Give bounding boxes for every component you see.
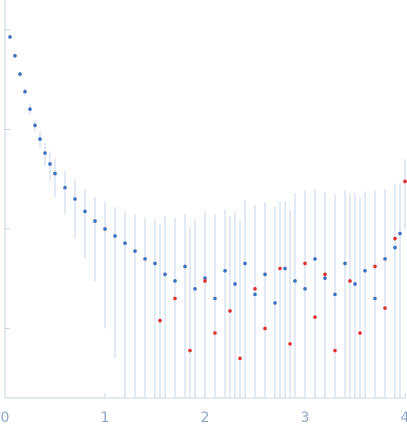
point bbox=[398, 231, 402, 236]
point bbox=[173, 279, 177, 283]
point bbox=[333, 292, 337, 297]
point bbox=[343, 261, 347, 266]
point bbox=[143, 257, 147, 261]
error-bars bbox=[9, 35, 406, 398]
point bbox=[253, 287, 257, 291]
x-tick-label: 2 bbox=[201, 410, 210, 426]
point bbox=[103, 227, 107, 231]
point bbox=[18, 72, 22, 76]
point bbox=[303, 261, 307, 266]
point bbox=[153, 261, 157, 266]
point bbox=[228, 309, 232, 313]
point bbox=[38, 137, 42, 141]
point bbox=[203, 276, 207, 280]
point bbox=[283, 266, 287, 271]
x-tick-label: 0 bbox=[1, 410, 10, 426]
point bbox=[293, 279, 297, 283]
point bbox=[123, 241, 127, 245]
point bbox=[223, 268, 227, 273]
point bbox=[48, 162, 52, 166]
point bbox=[13, 53, 17, 58]
x-tick-label: 3 bbox=[301, 410, 310, 426]
point bbox=[133, 249, 137, 253]
point bbox=[23, 89, 27, 94]
point bbox=[393, 245, 397, 250]
point bbox=[173, 296, 177, 301]
point bbox=[113, 234, 117, 238]
point bbox=[348, 279, 352, 283]
x-tick-label: 1 bbox=[101, 410, 110, 426]
point bbox=[358, 331, 362, 335]
point bbox=[203, 279, 207, 283]
point bbox=[273, 301, 277, 305]
point bbox=[213, 296, 217, 301]
point bbox=[233, 282, 237, 286]
point bbox=[33, 123, 37, 128]
point bbox=[238, 356, 242, 361]
point bbox=[288, 342, 292, 346]
point bbox=[313, 315, 317, 319]
point bbox=[323, 272, 327, 277]
point bbox=[313, 257, 317, 261]
point bbox=[353, 282, 357, 286]
point bbox=[263, 272, 267, 277]
point bbox=[373, 264, 377, 269]
point bbox=[263, 326, 267, 331]
points bbox=[8, 35, 407, 361]
point bbox=[213, 331, 217, 335]
point bbox=[253, 292, 257, 297]
point bbox=[303, 287, 307, 291]
point bbox=[63, 185, 67, 190]
point bbox=[158, 318, 162, 323]
point bbox=[43, 151, 47, 155]
point bbox=[323, 276, 327, 280]
point bbox=[193, 287, 197, 291]
point bbox=[363, 268, 367, 273]
point bbox=[243, 261, 247, 266]
point bbox=[53, 171, 57, 176]
point bbox=[93, 219, 97, 223]
point bbox=[383, 257, 387, 261]
x-tick-label: 4 bbox=[401, 410, 407, 426]
point bbox=[393, 236, 397, 241]
point bbox=[83, 209, 87, 214]
point bbox=[188, 348, 192, 353]
point bbox=[278, 266, 282, 271]
point bbox=[403, 179, 407, 184]
point bbox=[383, 306, 387, 310]
point bbox=[73, 197, 77, 201]
point bbox=[28, 107, 32, 111]
point bbox=[333, 348, 337, 353]
point bbox=[373, 296, 377, 301]
point bbox=[8, 35, 12, 39]
point bbox=[183, 264, 187, 269]
point bbox=[163, 272, 167, 277]
